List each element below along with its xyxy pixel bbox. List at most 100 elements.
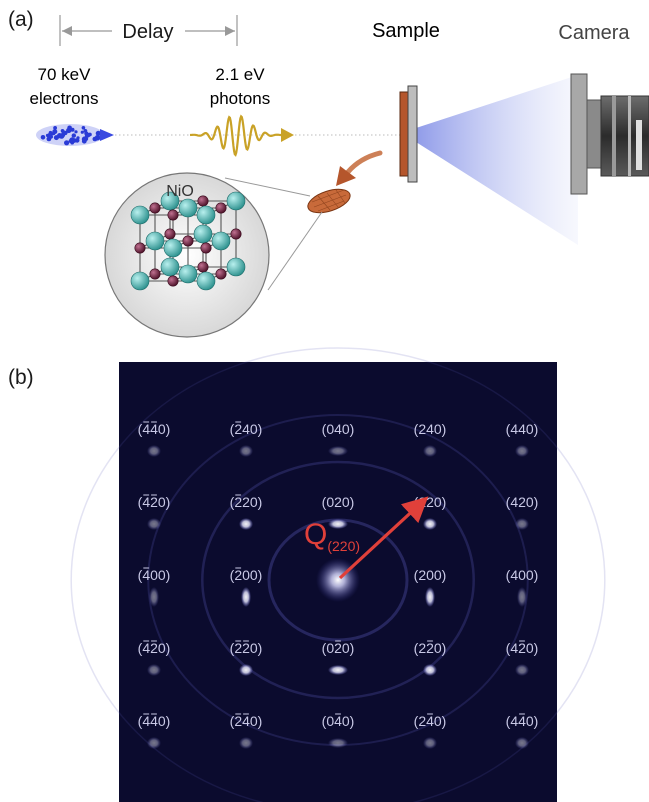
reflection-label: (420) bbox=[138, 494, 171, 510]
o-atom bbox=[134, 242, 146, 254]
reflection-label: (240) bbox=[230, 713, 263, 729]
o-atom bbox=[197, 195, 209, 207]
reflection-label: (240) bbox=[414, 421, 447, 437]
reflection-label: (220) bbox=[414, 494, 447, 510]
electron-dot bbox=[81, 126, 86, 130]
camera-label: Camera bbox=[558, 22, 630, 44]
reflection-label: (240) bbox=[230, 421, 263, 437]
q-vector-label: Q(220) bbox=[304, 518, 360, 554]
diffraction-pattern: (440) (240) (040) (240) (440) (420) (220) (020)… bbox=[70, 347, 606, 802]
photon-arrow bbox=[281, 128, 294, 142]
diffraction-spot bbox=[328, 665, 348, 675]
diffraction-spots bbox=[147, 445, 529, 749]
diffraction-spot bbox=[239, 737, 253, 749]
electron-dot bbox=[74, 130, 78, 134]
o-atom bbox=[197, 261, 209, 273]
electron-bunch bbox=[36, 124, 104, 146]
reflection-label: (400) bbox=[138, 567, 171, 583]
diffraction-spot bbox=[328, 519, 348, 529]
diffraction-spot bbox=[515, 518, 529, 530]
electron-dot bbox=[69, 137, 75, 143]
diffraction-spot bbox=[147, 445, 161, 457]
electron-energy-label: 70 keV bbox=[38, 65, 92, 84]
diffraction-spot bbox=[241, 587, 251, 607]
reflection-labels: (440) (240) (040) (240) (440) (420) (220) (020)… bbox=[138, 421, 539, 729]
ni-atom bbox=[130, 205, 150, 225]
electron-dot bbox=[40, 135, 46, 140]
reflection-label: (420) bbox=[506, 494, 539, 510]
diffraction-ring bbox=[201, 460, 475, 700]
diffraction-spot bbox=[423, 445, 437, 457]
o-atom bbox=[182, 235, 194, 247]
diffraction-spot bbox=[147, 737, 161, 749]
photon-pulse bbox=[189, 114, 282, 157]
o-atom bbox=[164, 228, 176, 240]
o-atom bbox=[200, 242, 212, 254]
reflection-label: (220) bbox=[414, 640, 447, 656]
electron-dot bbox=[93, 137, 98, 142]
ni-atom bbox=[211, 231, 231, 251]
diffraction-spot bbox=[147, 664, 161, 676]
o-atom bbox=[215, 202, 227, 214]
o-atom bbox=[149, 202, 161, 214]
diffraction-ring bbox=[70, 347, 606, 802]
crystal-label: NiO bbox=[166, 183, 194, 200]
zoom-arrow-head bbox=[336, 166, 356, 186]
sample-flake bbox=[307, 188, 351, 214]
ni-atom bbox=[178, 198, 198, 218]
photons-label: photons bbox=[210, 89, 271, 108]
ni-atom bbox=[145, 231, 165, 251]
diffraction-spot bbox=[239, 518, 253, 530]
reflection-label: (020) bbox=[322, 640, 355, 656]
reflection-label: (440) bbox=[138, 713, 171, 729]
reflection-label: (420) bbox=[138, 640, 171, 656]
reflection-label: (420) bbox=[506, 640, 539, 656]
panel-a-label: (a) bbox=[8, 8, 34, 31]
zoom-arrow bbox=[345, 150, 383, 175]
ni-atom bbox=[160, 191, 180, 211]
electron-dot bbox=[61, 131, 66, 136]
zoom-line-top bbox=[224, 177, 311, 197]
o-atom bbox=[167, 209, 179, 221]
electrons-label: electrons bbox=[30, 89, 99, 108]
photon-energy-label: 2.1 eV bbox=[215, 65, 265, 84]
panel-b-label: (b) bbox=[8, 366, 34, 389]
diffraction-spot bbox=[425, 587, 435, 607]
diffraction-spot bbox=[328, 738, 348, 748]
electron-arrow bbox=[100, 129, 114, 141]
reflection-label: (040) bbox=[322, 713, 355, 729]
reflection-label: (200) bbox=[230, 567, 263, 583]
ni-atom bbox=[193, 224, 213, 244]
ni-atom bbox=[226, 191, 246, 211]
nio-crystal-inset: NiO bbox=[104, 172, 270, 338]
diffraction-spot bbox=[423, 518, 437, 530]
electron-dot bbox=[80, 130, 84, 134]
diffraction-spot bbox=[515, 664, 529, 676]
ni-atom bbox=[163, 238, 183, 258]
diffraction-spot bbox=[149, 587, 159, 607]
o-atom bbox=[215, 268, 227, 280]
reflection-label: (040) bbox=[322, 421, 355, 437]
electron-dot bbox=[95, 130, 101, 136]
reflection-label: (020) bbox=[322, 494, 355, 510]
o-atom bbox=[230, 228, 242, 240]
delay-indicator: Delay bbox=[59, 15, 238, 46]
o-atom bbox=[167, 275, 179, 287]
ni-atom bbox=[178, 264, 198, 284]
diffraction-spot bbox=[517, 587, 527, 607]
diffraction-spot bbox=[423, 737, 437, 749]
reflection-label: (220) bbox=[230, 494, 263, 510]
electron-dot bbox=[66, 127, 72, 134]
electron-dot bbox=[71, 133, 77, 138]
sample bbox=[399, 85, 418, 183]
electron-dot bbox=[52, 129, 58, 135]
ni-atom bbox=[196, 205, 216, 225]
o-atom bbox=[149, 268, 161, 280]
ni-atom bbox=[160, 257, 180, 277]
sample-label: Sample bbox=[372, 20, 440, 42]
q-vector-arrow bbox=[338, 496, 429, 580]
ni-atom bbox=[196, 271, 216, 291]
diffraction-spot bbox=[423, 664, 437, 676]
reflection-label: (440) bbox=[138, 421, 171, 437]
